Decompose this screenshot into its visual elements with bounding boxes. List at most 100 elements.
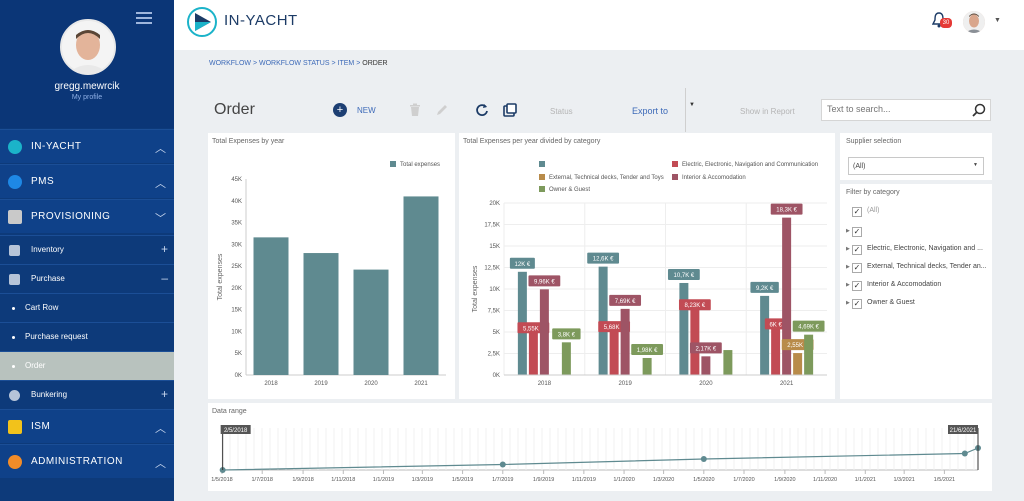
toolbar: Order + NEW Status Export to ▼ Show in R…: [174, 88, 1024, 132]
y-axis-label: Total expenses: [217, 253, 224, 300]
pencil-icon[interactable]: [435, 103, 449, 117]
x-tick-label: 1/11/2020: [813, 477, 837, 483]
expand-toggle[interactable]: +: [160, 242, 168, 256]
bar: [690, 304, 700, 375]
nav-item-label: Order: [25, 361, 46, 370]
legend-swatch: [390, 161, 396, 167]
avatar[interactable]: [60, 19, 116, 75]
data-label: 2,17K €: [696, 346, 717, 352]
legend-swatch: [672, 174, 678, 180]
inventory-icon: [9, 245, 20, 256]
filter-item[interactable]: ▶ ✓ Interior & Accomodation: [846, 281, 941, 291]
chevron-down-icon[interactable]: ▼: [689, 102, 695, 108]
x-tick-label: 2020: [364, 381, 378, 387]
checkbox[interactable]: ✓: [852, 207, 862, 217]
bar: [804, 334, 814, 375]
package-icon: [8, 210, 22, 224]
checkbox[interactable]: ✓: [852, 281, 862, 291]
data-label-bg: [667, 268, 700, 280]
checkbox[interactable]: ✓: [852, 245, 862, 255]
nav-item-cart-row[interactable]: Cart Row: [0, 293, 174, 322]
app-name: IN-YACHT: [224, 12, 298, 29]
in-yacht-logo-icon[interactable]: [187, 7, 217, 37]
bell-icon[interactable]: [932, 12, 946, 28]
nav-sub-label: Bunkering: [31, 390, 68, 399]
expand-arrow-icon[interactable]: ▶: [846, 246, 850, 252]
data-label: 6K €: [769, 322, 782, 328]
filter-item[interactable]: ▶ ✓ Electric, Electronic, Navigation and .…: [846, 245, 983, 255]
range-point: [499, 461, 506, 468]
data-label: 5,68K €: [604, 325, 625, 331]
y-tick-label: 12,5K: [484, 266, 500, 272]
nav-section-in-yacht[interactable]: IN-YACHT ︿: [0, 129, 174, 163]
chevron-down-icon: ﹀: [155, 213, 166, 225]
collapse-toggle[interactable]: –: [161, 271, 168, 285]
nav-item-purchase-request[interactable]: Purchase request: [0, 322, 174, 351]
y-tick-label: 20K: [231, 286, 242, 292]
breadcrumb-link[interactable]: WORKFLOW: [209, 60, 251, 67]
export-to-button[interactable]: Export to: [632, 106, 669, 116]
plus-icon[interactable]: +: [333, 103, 347, 117]
filter-item[interactable]: ✓ (All): [852, 207, 879, 217]
expenses-by-category-panel: Total Expenses per year divided by categ…: [459, 133, 835, 399]
y-tick-label: 25K: [231, 264, 242, 270]
checkbox[interactable]: ✓: [852, 263, 862, 273]
legend-item: Owner & Guest: [539, 186, 590, 193]
bar: [539, 289, 549, 375]
user-avatar[interactable]: [963, 11, 985, 33]
filter-item[interactable]: ▶ ✓ Owner & Guest: [846, 299, 915, 309]
my-profile-link[interactable]: My profile: [71, 94, 103, 101]
search-box[interactable]: [821, 99, 991, 121]
x-tick-label: 1/5/2018: [211, 477, 232, 483]
x-tick-label: 1/3/2019: [412, 477, 433, 483]
breadcrumb: WORKFLOW > WORKFLOW STATUS > ITEM > ORDE…: [209, 60, 388, 67]
nav-section-pms[interactable]: PMS ︿: [0, 164, 174, 198]
filter-item[interactable]: ▶ ✓ External, Technical decks, Tender an..…: [846, 263, 987, 273]
expenses-by-year-chart: 0K 5K 10K 15K 20K 25K 30K 35K 40K 45K 2018 2019 2020…: [217, 177, 446, 387]
nav-section-administration[interactable]: ADMINISTRATION ︿: [0, 444, 174, 478]
search-input[interactable]: [827, 104, 967, 114]
data-label: 10,7K €: [674, 273, 695, 279]
x-tick-label: 1/1/2021: [855, 477, 876, 483]
expand-arrow-icon[interactable]: ▶: [846, 264, 850, 270]
expand-arrow-icon[interactable]: ▶: [846, 300, 850, 306]
nav-sub-purchase[interactable]: Purchase –: [0, 264, 174, 293]
supplier-select[interactable]: (All) ▼: [848, 157, 984, 175]
breadcrumb-link[interactable]: ITEM: [337, 60, 355, 67]
chevron-down-icon[interactable]: ▼: [994, 17, 1001, 24]
data-range-chart[interactable]: 1/5/2018 1/7/2018 1/9/2018 1/11/2018 1/1/201…: [208, 403, 992, 491]
save-icon[interactable]: [503, 103, 517, 117]
data-label: 12K €: [515, 262, 531, 268]
nav-sub-inventory[interactable]: Inventory +: [0, 235, 174, 264]
range-start-label-bg: [220, 425, 251, 434]
data-label: 8,23K €: [685, 303, 706, 309]
nav-section-provisioning[interactable]: PROVISIONING ﹀: [0, 199, 174, 233]
nav-sub-bunkering[interactable]: Bunkering +: [0, 380, 174, 409]
wrench-icon: [8, 175, 22, 189]
checkbox[interactable]: ✓: [852, 299, 862, 309]
y-tick-label: 30K: [231, 242, 242, 248]
show-in-report-button[interactable]: Show in Report: [740, 107, 795, 116]
refresh-icon[interactable]: [475, 103, 489, 117]
expand-arrow-icon[interactable]: ▶: [846, 228, 850, 234]
new-button[interactable]: NEW: [357, 106, 376, 115]
breadcrumb-link[interactable]: WORKFLOW STATUS: [259, 60, 330, 67]
checkbox[interactable]: ✓: [852, 227, 862, 237]
trash-icon[interactable]: [408, 103, 422, 117]
nav-section-ism[interactable]: ISM ︿: [0, 409, 174, 443]
search-icon[interactable]: [972, 103, 986, 117]
expand-arrow-icon[interactable]: ▶: [846, 282, 850, 288]
hamburger-menu-icon[interactable]: [136, 12, 152, 24]
expand-toggle[interactable]: +: [160, 387, 168, 401]
nav-section-label: IN-YACHT: [31, 141, 82, 152]
expenses-by-year-panel: Total Expenses by year Total expenses 0K…: [208, 133, 455, 399]
nav-item-order[interactable]: Order: [0, 351, 174, 380]
status-button[interactable]: Status: [550, 107, 573, 116]
bar: [353, 269, 389, 375]
legend-swatch: [672, 161, 678, 167]
top-bar: IN-YACHT 30 ▼: [174, 0, 1024, 50]
bar: [642, 357, 652, 375]
sidebar-header: gregg.mewrcik My profile: [0, 0, 174, 128]
data-label-bg: [587, 252, 620, 264]
filter-item[interactable]: ▶ ✓: [846, 227, 867, 237]
